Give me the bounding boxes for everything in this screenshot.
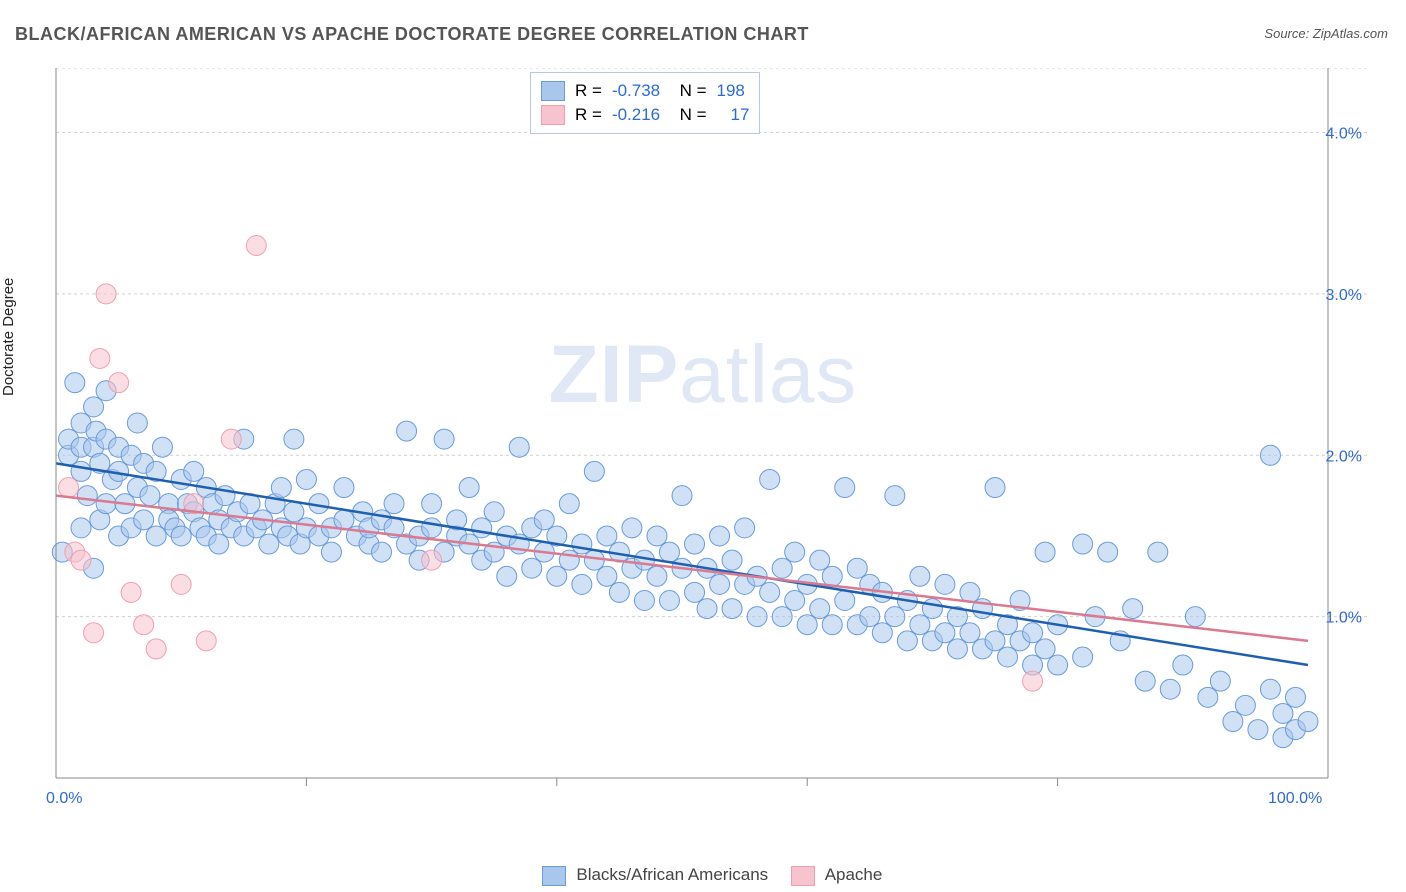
y-axis-label: Doctorate Degree	[0, 278, 17, 396]
chart-title: BLACK/AFRICAN AMERICAN VS APACHE DOCTORA…	[15, 24, 809, 45]
n-value-pink: 17	[717, 105, 750, 125]
n-label: N =	[670, 81, 706, 101]
x-tick-label: 0.0%	[46, 790, 82, 808]
n-label: N =	[670, 105, 706, 125]
swatch-blue	[541, 81, 565, 101]
n-value-blue: 198	[717, 81, 745, 101]
swatch-pink-bottom	[791, 866, 815, 886]
svg-text:3.0%: 3.0%	[1326, 287, 1362, 304]
swatch-pink	[541, 105, 565, 125]
data-points	[52, 236, 1318, 748]
x-tick-label: 100.0%	[1268, 790, 1322, 808]
y-tick-labels: 1.0% 2.0% 3.0% 4.0%	[1326, 126, 1362, 627]
scatter-plot: 1.0% 2.0% 3.0% 4.0%	[48, 68, 1368, 818]
svg-text:2.0%: 2.0%	[1326, 448, 1362, 465]
legend-label-pink: Apache	[825, 865, 883, 884]
r-value-blue: -0.738	[612, 81, 660, 101]
r-label: R =	[575, 105, 602, 125]
r-label: R =	[575, 81, 602, 101]
svg-text:4.0%: 4.0%	[1326, 126, 1362, 143]
legend-row-blue: R = -0.738 N = 198	[541, 79, 749, 103]
source-label: Source:	[1264, 26, 1309, 41]
correlation-legend: R = -0.738 N = 198 R = -0.216 N = 17	[530, 72, 760, 134]
r-value-pink: -0.216	[612, 105, 660, 125]
source-link[interactable]: ZipAtlas.com	[1313, 26, 1388, 41]
swatch-blue-bottom	[542, 866, 566, 886]
svg-text:1.0%: 1.0%	[1326, 610, 1362, 627]
source-attribution: Source: ZipAtlas.com	[1264, 26, 1388, 41]
legend-label-blue: Blacks/African Americans	[576, 865, 768, 884]
legend-row-pink: R = -0.216 N = 17	[541, 103, 749, 127]
series-legend: Blacks/African Americans Apache	[0, 865, 1406, 886]
